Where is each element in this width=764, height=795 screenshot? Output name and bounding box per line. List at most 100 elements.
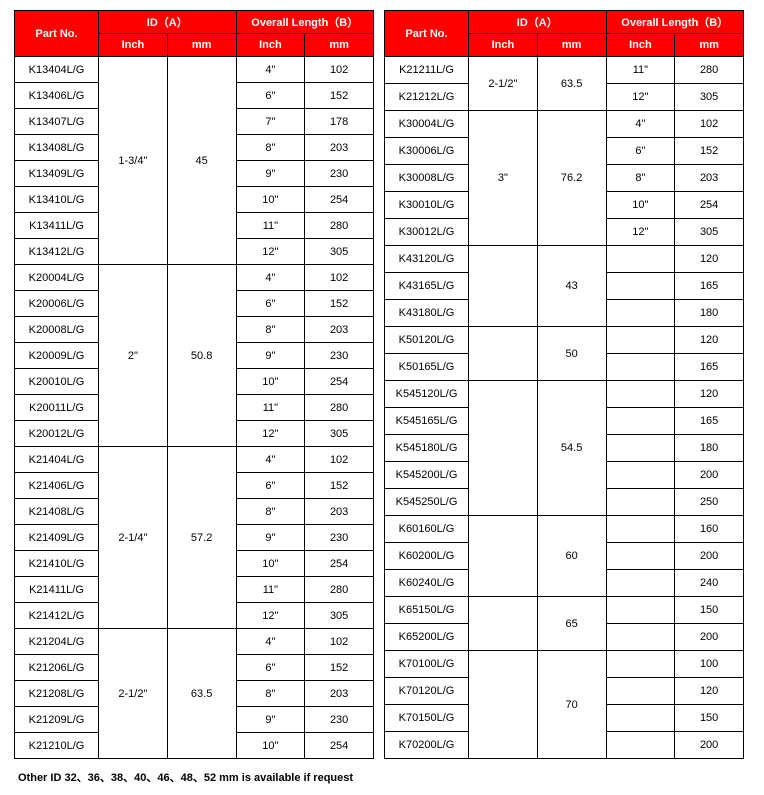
cell-len-inch bbox=[606, 327, 675, 354]
cell-id-inch: 2-1/4" bbox=[99, 447, 168, 629]
cell-len-mm: 230 bbox=[305, 707, 374, 733]
cell-len-mm: 254 bbox=[675, 192, 744, 219]
cell-id-mm: 54.5 bbox=[537, 381, 606, 516]
cell-len-mm: 280 bbox=[305, 213, 374, 239]
table-row: K545120L/G54.5120 bbox=[385, 381, 744, 408]
cell-part-no: K21410L/G bbox=[15, 551, 99, 577]
cell-len-mm: 203 bbox=[305, 317, 374, 343]
cell-id-inch bbox=[469, 597, 538, 651]
cell-len-mm: 254 bbox=[305, 187, 374, 213]
cell-len-mm: 102 bbox=[305, 629, 374, 655]
cell-len-mm: 230 bbox=[305, 525, 374, 551]
cell-id-mm: 57.2 bbox=[167, 447, 236, 629]
cell-len-inch bbox=[606, 651, 675, 678]
table-row: K20004L/G2"50.84"102 bbox=[15, 265, 374, 291]
cell-len-inch: 10" bbox=[606, 192, 675, 219]
cell-part-no: K20004L/G bbox=[15, 265, 99, 291]
cell-len-mm: 200 bbox=[675, 543, 744, 570]
cell-len-inch bbox=[606, 489, 675, 516]
header-overall-length: Overall Length（B） bbox=[606, 11, 744, 34]
cell-len-inch: 12" bbox=[236, 603, 305, 629]
cell-part-no: K21211L/G bbox=[385, 57, 469, 84]
header-len-inch: Inch bbox=[236, 34, 305, 57]
cell-part-no: K30004L/G bbox=[385, 111, 469, 138]
cell-len-inch bbox=[606, 462, 675, 489]
cell-part-no: K60200L/G bbox=[385, 543, 469, 570]
cell-len-mm: 102 bbox=[675, 111, 744, 138]
cell-len-mm: 305 bbox=[305, 421, 374, 447]
cell-part-no: K50165L/G bbox=[385, 354, 469, 381]
cell-id-inch: 2" bbox=[99, 265, 168, 447]
cell-len-mm: 102 bbox=[305, 447, 374, 473]
cell-len-inch: 10" bbox=[236, 551, 305, 577]
cell-len-mm: 165 bbox=[675, 408, 744, 435]
table-row: K65150L/G65150 bbox=[385, 597, 744, 624]
cell-part-no: K65200L/G bbox=[385, 624, 469, 651]
cell-len-inch: 12" bbox=[606, 219, 675, 246]
cell-len-inch: 7" bbox=[236, 109, 305, 135]
cell-len-mm: 152 bbox=[675, 138, 744, 165]
cell-id-inch bbox=[469, 246, 538, 327]
cell-len-mm: 203 bbox=[305, 499, 374, 525]
cell-len-inch bbox=[606, 678, 675, 705]
cell-id-inch: 2-1/2" bbox=[99, 629, 168, 759]
cell-len-inch bbox=[606, 354, 675, 381]
cell-part-no: K21212L/G bbox=[385, 84, 469, 111]
cell-id-mm: 60 bbox=[537, 516, 606, 597]
cell-len-mm: 200 bbox=[675, 732, 744, 759]
cell-len-inch: 6" bbox=[236, 655, 305, 681]
header-id-a: ID（A） bbox=[469, 11, 607, 34]
cell-part-no: K60240L/G bbox=[385, 570, 469, 597]
cell-len-inch: 8" bbox=[606, 165, 675, 192]
cell-id-mm: 76.2 bbox=[537, 111, 606, 246]
cell-part-no: K70120L/G bbox=[385, 678, 469, 705]
cell-part-no: K50120L/G bbox=[385, 327, 469, 354]
cell-len-inch: 10" bbox=[236, 369, 305, 395]
cell-len-inch bbox=[606, 300, 675, 327]
table-row: K21404L/G2-1/4"57.24"102 bbox=[15, 447, 374, 473]
table-row: K43120L/G43120 bbox=[385, 246, 744, 273]
cell-len-inch bbox=[606, 705, 675, 732]
cell-len-inch: 11" bbox=[236, 395, 305, 421]
table-row: K50120L/G50120 bbox=[385, 327, 744, 354]
header-part-no: Part No. bbox=[385, 11, 469, 57]
cell-id-mm: 50 bbox=[537, 327, 606, 381]
cell-len-inch: 4" bbox=[606, 111, 675, 138]
cell-len-inch: 9" bbox=[236, 161, 305, 187]
cell-len-inch bbox=[606, 435, 675, 462]
cell-part-no: K21412L/G bbox=[15, 603, 99, 629]
cell-len-inch bbox=[606, 381, 675, 408]
cell-len-inch: 9" bbox=[236, 525, 305, 551]
cell-len-mm: 280 bbox=[305, 577, 374, 603]
cell-id-inch: 1-3/4" bbox=[99, 57, 168, 265]
cell-part-no: K43180L/G bbox=[385, 300, 469, 327]
cell-len-mm: 178 bbox=[305, 109, 374, 135]
cell-len-mm: 120 bbox=[675, 678, 744, 705]
cell-id-mm: 43 bbox=[537, 246, 606, 327]
cell-part-no: K545180L/G bbox=[385, 435, 469, 462]
header-len-mm: mm bbox=[675, 34, 744, 57]
cell-len-mm: 152 bbox=[305, 473, 374, 499]
cell-id-inch bbox=[469, 516, 538, 597]
cell-len-inch: 12" bbox=[606, 84, 675, 111]
cell-len-inch bbox=[606, 408, 675, 435]
cell-len-mm: 152 bbox=[305, 291, 374, 317]
header-id-mm: mm bbox=[537, 34, 606, 57]
header-id-inch: Inch bbox=[99, 34, 168, 57]
cell-len-mm: 240 bbox=[675, 570, 744, 597]
cell-part-no: K60160L/G bbox=[385, 516, 469, 543]
cell-id-inch: 2-1/2" bbox=[469, 57, 538, 111]
cell-len-mm: 160 bbox=[675, 516, 744, 543]
cell-len-inch: 4" bbox=[236, 447, 305, 473]
cell-len-inch bbox=[606, 273, 675, 300]
table-row: K70100L/G70100 bbox=[385, 651, 744, 678]
cell-part-no: K13412L/G bbox=[15, 239, 99, 265]
cell-part-no: K13407L/G bbox=[15, 109, 99, 135]
cell-len-mm: 280 bbox=[675, 57, 744, 84]
table-row: K21211L/G2-1/2"63.511"280 bbox=[385, 57, 744, 84]
header-len-inch: Inch bbox=[606, 34, 675, 57]
cell-part-no: K20009L/G bbox=[15, 343, 99, 369]
cell-len-inch bbox=[606, 543, 675, 570]
cell-len-inch bbox=[606, 246, 675, 273]
cell-len-mm: 180 bbox=[675, 300, 744, 327]
